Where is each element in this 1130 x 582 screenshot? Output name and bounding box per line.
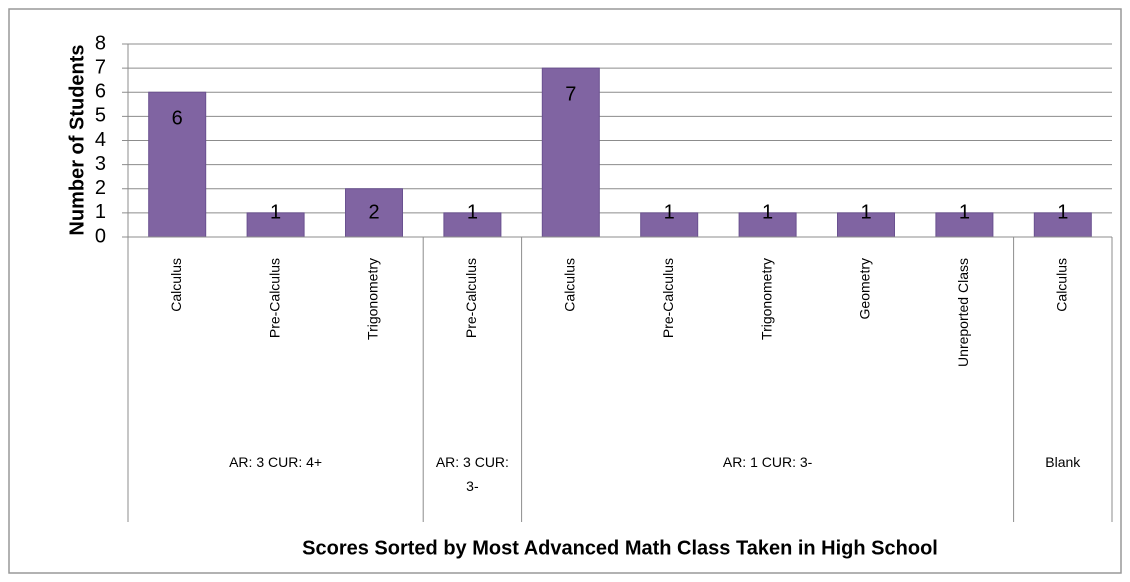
x-tick-label: Calculus [562,258,578,312]
bar [935,212,994,238]
x-axis-title: Scores Sorted by Most Advanced Math Clas… [302,537,938,559]
group-label: AR: 1 CUR: 3- [722,454,813,470]
x-tick-label: Calculus [1054,258,1070,312]
y-axis-title: Number of Students [66,44,88,235]
data-label: 6 [172,108,183,130]
data-label: 1 [664,201,675,223]
y-tick-label: 1 [95,201,106,223]
bar [837,212,895,238]
x-tick-label: Trigonometry [758,258,774,340]
group-label: AR: 3 CUR: 4+ [229,454,323,470]
x-tick-label: Calculus [168,258,184,312]
data-label: 1 [959,201,970,223]
y-tick-label: 4 [95,129,106,151]
data-label: 1 [467,201,478,223]
bar [443,212,502,238]
data-label: 2 [368,201,379,223]
group-label: Blank [1045,454,1081,470]
data-label: 7 [565,83,576,105]
y-tick-label: 5 [95,105,106,127]
x-tick-label: Unreported Class [955,258,971,367]
bar [1033,212,1092,238]
data-label: 1 [762,201,773,223]
y-tick-label: 0 [95,225,106,247]
x-tick-label: Trigonometry [365,258,381,340]
x-tick-label: Pre-Calculus [660,258,676,338]
y-tick-label: 6 [95,81,106,103]
bar [148,91,207,238]
x-tick-label: Geometry [857,258,873,319]
x-tick-label: Pre-Calculus [463,258,479,338]
data-label: 1 [1057,201,1068,223]
data-label: 1 [860,201,871,223]
y-tick-label: 2 [95,177,106,199]
y-tick-label: 3 [95,153,106,175]
y-tick-label: 8 [95,32,106,54]
y-tick-label: 7 [95,56,106,78]
group-label: AR: 3 CUR: 3- [435,454,509,494]
x-tick-label: Pre-Calculus [266,258,282,338]
bar [640,212,699,238]
data-label: 1 [270,201,281,223]
bar [345,188,403,238]
